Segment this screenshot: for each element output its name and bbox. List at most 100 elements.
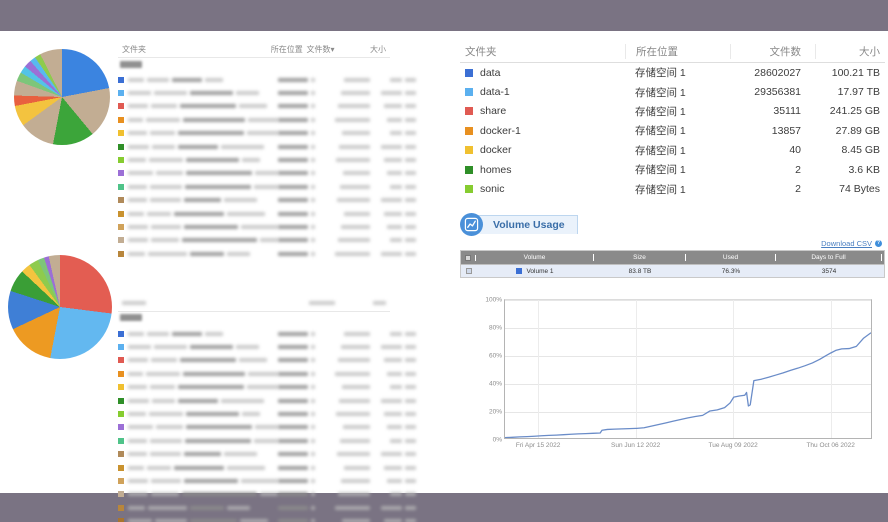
left-table-row[interactable] — [118, 394, 416, 407]
redacted-text — [180, 358, 236, 363]
left-table-row[interactable] — [118, 474, 416, 487]
folder-location-cell: 存储空间 1 — [635, 183, 686, 196]
volume-col-days[interactable]: Days to Full — [776, 254, 882, 261]
redacted-text — [150, 224, 181, 229]
column-header-folder[interactable]: 文件夹 — [465, 46, 497, 58]
folder-table-row[interactable]: homes 存储空间 1 2 3.6 KB — [460, 160, 885, 179]
download-csv-row: Download CSV ? — [460, 237, 885, 250]
color-swatch — [465, 185, 473, 194]
left-table-row[interactable] — [118, 434, 416, 447]
redacted-count-cell — [326, 90, 370, 95]
volume-col-used[interactable]: Used — [686, 254, 776, 261]
left-table-row[interactable] — [118, 180, 416, 193]
column-header-location[interactable]: 所在位置 — [625, 44, 730, 59]
redacted-count-cell — [326, 385, 370, 390]
folder-table-row[interactable]: share 存储空间 1 35111 241.25 GB — [460, 102, 885, 121]
column-header-size[interactable]: 大小 — [815, 44, 885, 59]
left-table-row[interactable] — [118, 354, 416, 367]
folder-table-row[interactable]: docker 存储空间 1 40 8.45 GB — [460, 141, 885, 160]
redacted-text — [278, 358, 308, 363]
redacted-text — [311, 465, 315, 470]
redacted-text — [178, 398, 218, 403]
left-table-row[interactable] — [118, 167, 416, 180]
redacted-text — [183, 224, 239, 229]
redacted-text — [405, 90, 416, 95]
folder-table-row[interactable]: data-1 存储空间 1 29356381 17.97 TB — [460, 82, 885, 101]
select-all-checkbox[interactable] — [461, 254, 476, 261]
redacted-count-cell — [326, 452, 370, 457]
row-checkbox[interactable] — [461, 268, 476, 274]
redacted-text — [311, 144, 315, 149]
redacted-text — [405, 385, 416, 390]
redacted-text — [343, 425, 370, 430]
left-table-row[interactable] — [118, 247, 416, 260]
left-table-row[interactable] — [118, 127, 416, 140]
redacted-text — [184, 452, 221, 457]
redacted-text — [344, 211, 370, 216]
download-csv-link[interactable]: Download CSV — [821, 239, 872, 248]
redacted-text — [221, 144, 264, 149]
left-table-row[interactable] — [118, 421, 416, 434]
folder-table-row[interactable]: docker-1 存储空间 1 13857 27.89 GB — [460, 121, 885, 140]
left-table-row[interactable] — [118, 220, 416, 233]
redacted-size-cell — [370, 224, 416, 229]
left-table-row[interactable] — [118, 73, 416, 86]
left-table-row[interactable] — [118, 407, 416, 420]
redacted-location-cell — [278, 104, 326, 109]
redacted-text — [311, 398, 315, 403]
left-table-row[interactable] — [118, 327, 416, 340]
left-table-row[interactable] — [118, 448, 416, 461]
folder-size-pie-chart-2 — [8, 255, 112, 359]
volume-usage-widget: Volume Usage Download CSV ? Volume Size … — [460, 211, 885, 462]
left-table-row[interactable] — [118, 340, 416, 353]
left-table-row[interactable] — [118, 367, 416, 380]
left-table-row[interactable] — [118, 153, 416, 166]
redacted-text — [311, 358, 315, 363]
redacted-count-cell — [326, 398, 370, 403]
left-table-row[interactable] — [118, 234, 416, 247]
folder-table-row[interactable]: data 存储空间 1 28602027 100.21 TB — [460, 63, 885, 82]
redacted-location-cell — [278, 465, 326, 470]
redacted-count-cell — [326, 184, 370, 189]
left-table-row[interactable] — [118, 501, 416, 514]
x-axis-tick-label: Thu Oct 06 2022 — [806, 442, 855, 449]
redacted-text — [128, 411, 146, 416]
redacted-size-cell — [370, 104, 416, 109]
left-table-row[interactable] — [118, 194, 416, 207]
redacted-text — [278, 104, 308, 109]
left-table-row[interactable] — [118, 207, 416, 220]
y-axis-tick-label: 80% — [488, 324, 502, 332]
left-table-row[interactable] — [118, 515, 416, 522]
folder-count-cell: 35111 — [773, 105, 801, 118]
redacted-name-cell — [128, 211, 278, 216]
redacted-size-cell — [370, 211, 416, 216]
column-header-count[interactable]: 文件数 — [730, 44, 815, 59]
redacted-text — [128, 478, 148, 483]
left-table-row[interactable] — [118, 488, 416, 501]
redacted-text — [384, 465, 402, 470]
left-table-row[interactable] — [118, 100, 416, 113]
left-col-count[interactable]: 文件数▾ — [306, 44, 335, 54]
left-table-row[interactable] — [118, 86, 416, 99]
redacted-text — [338, 492, 370, 497]
redacted-text — [405, 157, 416, 162]
redacted-text — [128, 505, 145, 510]
redacted-text — [337, 452, 370, 457]
left-table-row[interactable] — [118, 381, 416, 394]
redacted-text — [146, 117, 180, 122]
left-table-row[interactable] — [118, 461, 416, 474]
redacted-text — [152, 144, 175, 149]
help-icon[interactable]: ? — [875, 240, 882, 247]
redacted-text — [241, 478, 279, 483]
redacted-text — [337, 198, 370, 203]
redacted-text — [278, 77, 308, 82]
folder-table-row[interactable]: sonic 存储空间 1 2 74 Bytes — [460, 179, 885, 198]
volume-table-row[interactable]: Volume 1 83.8 TB 76.3% 3574 — [461, 264, 884, 277]
left-table-row[interactable] — [118, 113, 416, 126]
redacted-location-cell — [278, 211, 326, 216]
left-table-row[interactable] — [118, 140, 416, 153]
volume-col-volume[interactable]: Volume — [476, 254, 594, 261]
color-swatch — [118, 477, 124, 484]
redacted-text — [150, 198, 181, 203]
volume-col-size[interactable]: Size — [594, 254, 686, 261]
